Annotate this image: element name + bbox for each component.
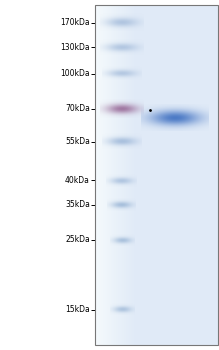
Text: 35kDa: 35kDa [65,200,90,209]
Text: 70kDa: 70kDa [65,104,90,113]
Text: 130kDa: 130kDa [60,43,90,52]
Text: 170kDa: 170kDa [60,18,90,27]
Text: 15kDa: 15kDa [65,305,90,314]
Text: 100kDa: 100kDa [60,69,90,78]
Text: 25kDa: 25kDa [65,235,90,244]
Text: 40kDa: 40kDa [65,176,90,185]
Text: 55kDa: 55kDa [65,137,90,146]
